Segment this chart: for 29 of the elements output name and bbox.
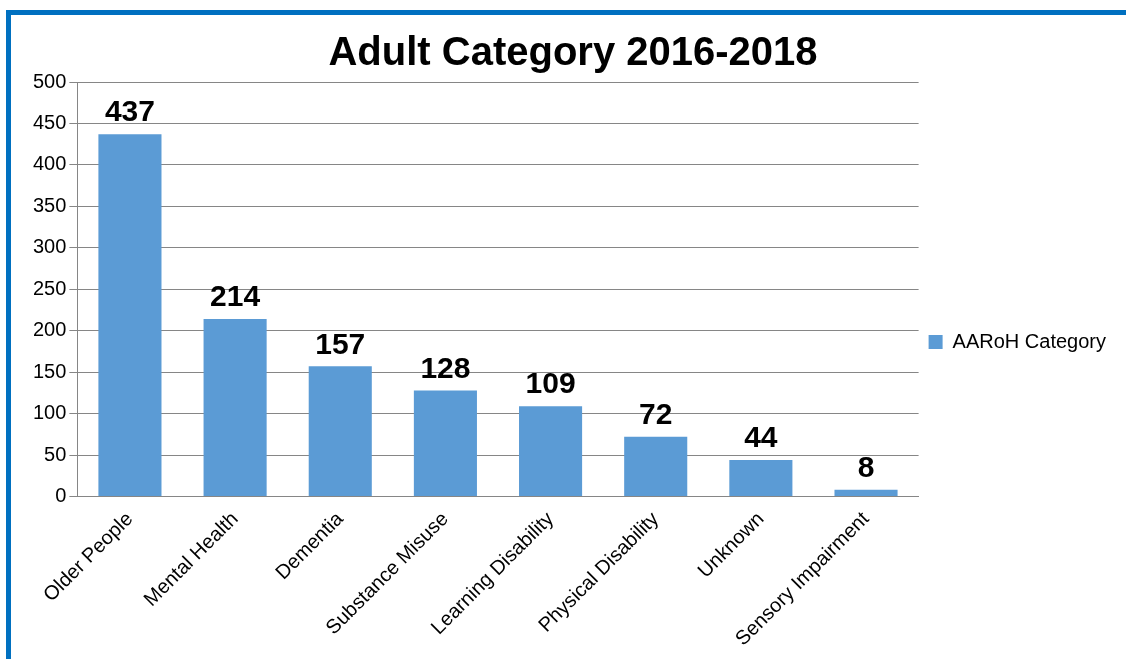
y-tick-label: 300 bbox=[32, 235, 67, 258]
bar bbox=[98, 134, 162, 496]
y-tick-label: 250 bbox=[32, 276, 67, 299]
y-tick-label: 100 bbox=[32, 401, 67, 424]
data-label: 72 bbox=[639, 397, 673, 431]
data-label: 157 bbox=[315, 326, 366, 360]
y-tick-label: 200 bbox=[32, 318, 67, 341]
bar bbox=[413, 390, 477, 496]
data-label: 128 bbox=[420, 350, 471, 384]
y-tick-label: 150 bbox=[32, 359, 67, 382]
legend-label: AARoH Category bbox=[952, 329, 1107, 352]
bar bbox=[203, 319, 267, 496]
y-tick-label: 450 bbox=[32, 110, 67, 133]
bar bbox=[308, 366, 372, 496]
bar bbox=[624, 436, 688, 496]
y-tick-label: 350 bbox=[32, 193, 67, 216]
data-label: 44 bbox=[744, 420, 778, 454]
data-label: 8 bbox=[857, 450, 875, 484]
bar bbox=[729, 460, 793, 496]
data-label: 214 bbox=[210, 279, 261, 313]
data-label: 437 bbox=[104, 94, 155, 128]
y-tick-label: 500 bbox=[32, 69, 67, 92]
data-label: 109 bbox=[525, 366, 576, 400]
chart-title: Adult Category 2016-2018 bbox=[328, 29, 818, 74]
bar bbox=[834, 489, 898, 496]
bar bbox=[519, 406, 583, 496]
y-tick-label: 0 bbox=[55, 484, 67, 506]
y-tick-label: 50 bbox=[44, 442, 67, 465]
y-tick-label: 400 bbox=[32, 152, 67, 175]
